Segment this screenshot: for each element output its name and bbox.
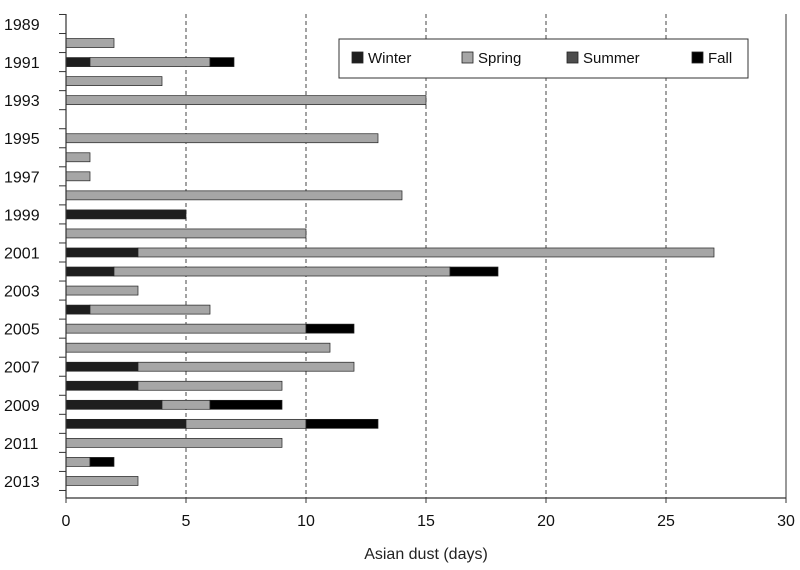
y-tick-label-2011: 2011: [4, 436, 39, 453]
bar-1991-fall: [209, 57, 235, 67]
y-tick-label-2005: 2005: [4, 322, 40, 339]
bar-2001-spring: [137, 247, 715, 258]
bar-2004-winter: [65, 304, 91, 315]
y-tick-label-1989: 1989: [4, 17, 40, 34]
bar-2007-spring: [137, 361, 355, 372]
bar-2008-winter: [65, 380, 139, 391]
bars: [65, 38, 715, 486]
bar-2002-spring: [113, 266, 451, 277]
legend: Winter Spring Summer Fall: [338, 38, 749, 79]
bar-1996-spring: [65, 152, 91, 163]
x-tick-label-30: 30: [777, 513, 795, 530]
bar-1990-spring: [65, 38, 115, 48]
bar-2010-spring: [185, 418, 307, 429]
legend-label-fall: Fall: [708, 50, 732, 67]
legend-label-winter: Winter: [368, 50, 411, 67]
bar-2005-fall: [305, 323, 355, 334]
bar-1995-spring: [65, 133, 379, 144]
legend-box: [338, 38, 749, 79]
bar-2001-winter: [65, 247, 139, 258]
bar-2000-spring: [65, 228, 307, 239]
bar-1991-winter: [65, 57, 91, 67]
bar-1992-spring: [65, 76, 163, 86]
x-axis-title: Asian dust (days): [364, 546, 488, 563]
tick-labels: 0 5 10 15 20 25 30 1989 1991 1993 1995 1997 1999 2001…: [4, 13, 795, 530]
y-tick-label-2013: 2013: [4, 474, 40, 491]
bar-2009-fall: [209, 399, 283, 410]
y-tick-label-1991: 1991: [4, 55, 40, 72]
bar-2002-winter: [65, 266, 115, 277]
legend-swatch-spring: [461, 51, 474, 64]
x-tick-label-25: 25: [657, 513, 675, 530]
bar-2011-spring: [65, 438, 283, 448]
bar-2004-spring: [89, 304, 211, 315]
y-tick-label-1995: 1995: [4, 131, 40, 148]
legend-label-spring: Spring: [478, 50, 521, 67]
x-tick-label-10: 10: [297, 513, 315, 530]
legend-items: Winter Spring Summer Fall: [351, 50, 732, 67]
bar-2002-fall: [449, 266, 499, 277]
bar-2010-winter: [65, 418, 187, 429]
y-tick-label-1997: 1997: [4, 169, 40, 186]
bar-2009-winter: [65, 399, 163, 410]
bar-2012-spring: [65, 457, 91, 467]
bar-2009-spring: [161, 399, 211, 410]
bar-2006-spring: [65, 342, 331, 353]
bar-2013-spring: [65, 476, 139, 486]
x-tick-label-20: 20: [537, 513, 555, 530]
bar-2012-fall: [89, 457, 115, 467]
bar-1993-spring: [65, 95, 427, 106]
legend-label-summer: Summer: [583, 50, 640, 67]
x-tick-label-5: 5: [182, 513, 191, 530]
bar-1998-spring: [65, 190, 403, 201]
bar-2008-spring: [137, 380, 283, 391]
y-tick-label-1993: 1993: [4, 93, 40, 110]
legend-swatch-summer: [566, 51, 579, 64]
bar-1999-winter: [65, 209, 187, 220]
x-tick-label-0: 0: [62, 513, 71, 530]
y-tick-label-2003: 2003: [4, 284, 40, 301]
gridlines: [185, 14, 667, 498]
bar-1991-spring: [89, 57, 211, 67]
y-tick-label-2009: 2009: [4, 398, 40, 415]
x-tick-label-15: 15: [417, 513, 435, 530]
bar-2010-fall: [305, 418, 379, 429]
legend-swatch-winter: [351, 51, 364, 64]
bar-2003-spring: [65, 285, 139, 296]
bar-2005-spring: [65, 323, 307, 334]
legend-swatch-fall: [691, 51, 704, 64]
bar-2007-winter: [65, 361, 139, 372]
bar-1997-spring: [65, 171, 91, 182]
y-tick-label-1999: 1999: [4, 207, 40, 224]
y-tick-label-2001: 2001: [4, 245, 40, 262]
y-tick-label-2007: 2007: [4, 360, 40, 377]
